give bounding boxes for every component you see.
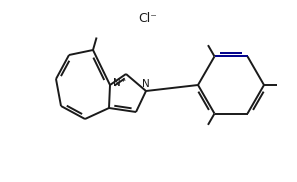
Text: N⁺: N⁺ [113, 78, 126, 88]
Text: Cl⁻: Cl⁻ [139, 13, 157, 25]
Text: N: N [142, 79, 150, 89]
